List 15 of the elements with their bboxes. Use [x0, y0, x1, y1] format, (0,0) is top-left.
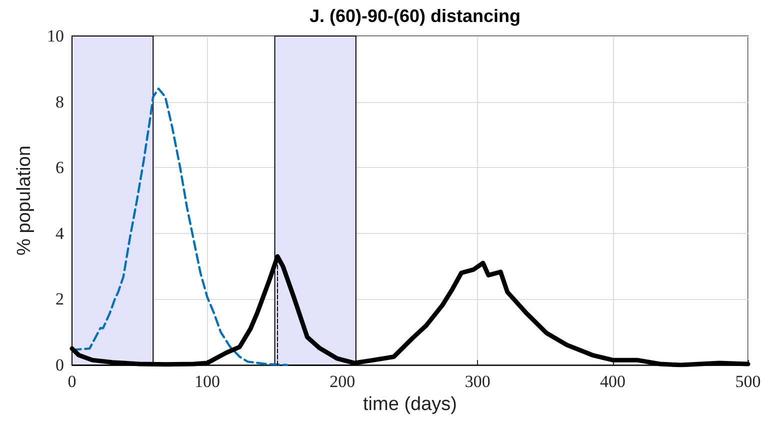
- x-tick-label: 200: [330, 372, 356, 391]
- y-tick-label: 10: [47, 26, 64, 46]
- x-tick-label: 300: [464, 372, 490, 391]
- y-tick-label: 4: [56, 224, 64, 243]
- y-tick-label: 8: [56, 92, 64, 112]
- x-tick-label: 100: [194, 372, 220, 391]
- y-tick-label: 6: [56, 158, 64, 178]
- x-tick-label: 0: [68, 372, 76, 391]
- y-tick-label: 2: [56, 290, 64, 309]
- x-axis-title: time (days): [363, 394, 457, 415]
- chart-title: J. (60)-90-(60) distancing: [309, 6, 521, 26]
- x-tick-label: 500: [735, 372, 761, 391]
- y-tick-label: 0: [56, 356, 64, 374]
- y-axis-title: % population: [14, 146, 35, 256]
- x-tick-label: 400: [600, 372, 626, 391]
